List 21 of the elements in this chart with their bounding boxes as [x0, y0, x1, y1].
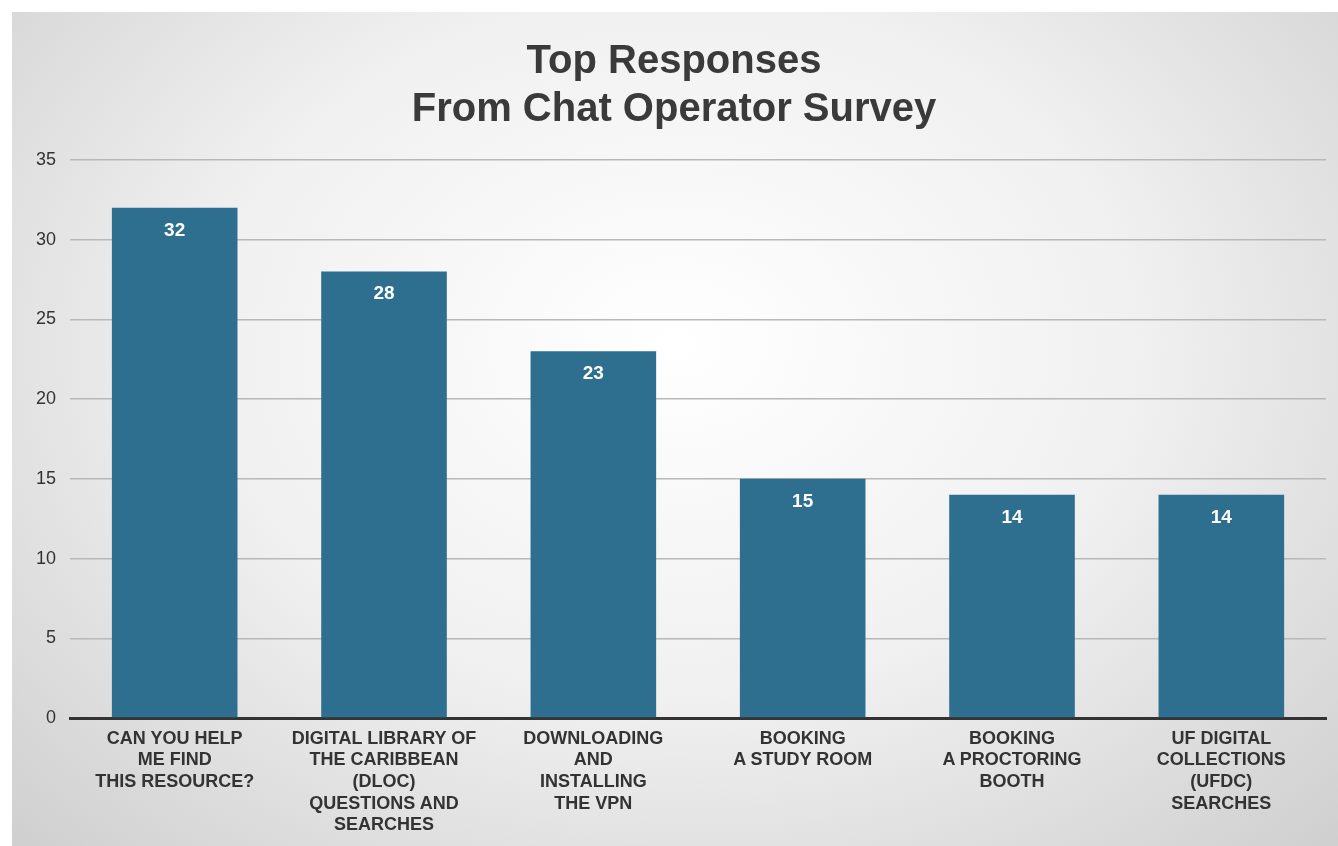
y-tick-label: 25	[35, 308, 57, 329]
data-label: 32	[164, 218, 186, 240]
data-label: 14	[1001, 505, 1023, 527]
x-tick-label: CAN YOU HELP ME FIND THIS RESOURCE?	[95, 727, 255, 791]
data-label: 14	[1210, 505, 1233, 527]
x-tick-label: UF DIGITAL COLLECTIONS (UFDC) SEARCHES	[1156, 727, 1286, 813]
x-tick-label: BOOKING A STUDY ROOM	[733, 727, 873, 770]
x-tick-label: BOOKING A PROCTORING BOOTH	[942, 727, 1082, 791]
y-tick-label: 10	[35, 547, 57, 568]
x-tick-label: DIGITAL LIBRARY OF THE CARIBBEAN (DLOC) QUESTIONS AND SEARCHES	[291, 727, 477, 835]
y-tick-label: 20	[35, 388, 57, 409]
y-tick-label: 15	[35, 467, 57, 488]
data-label: 28	[373, 282, 395, 304]
chart-title: Top Responses From Chat Operator Survey	[411, 37, 938, 130]
x-tick-label: DOWNLOADING AND INSTALLING THE VPN	[523, 727, 664, 813]
y-tick-label: 0	[46, 706, 57, 727]
data-label: 23	[582, 362, 604, 384]
y-tick-label: 35	[35, 148, 57, 169]
y-tick-label: 30	[35, 228, 57, 249]
y-tick-label: 5	[46, 627, 57, 648]
data-label: 15	[792, 489, 814, 511]
